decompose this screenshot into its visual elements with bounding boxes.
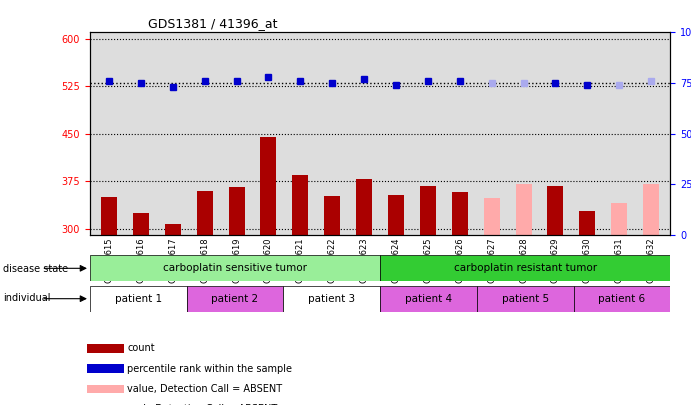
Bar bbox=[579, 211, 596, 235]
Text: patient 2: patient 2 bbox=[211, 294, 258, 304]
Bar bbox=[87, 385, 124, 393]
Text: disease state: disease state bbox=[3, 264, 68, 273]
Bar bbox=[197, 191, 213, 235]
Bar bbox=[87, 344, 124, 352]
Bar bbox=[452, 192, 468, 235]
Text: carboplatin sensitive tumor: carboplatin sensitive tumor bbox=[163, 263, 307, 273]
FancyBboxPatch shape bbox=[90, 286, 187, 312]
FancyBboxPatch shape bbox=[187, 286, 283, 312]
Bar bbox=[133, 213, 149, 235]
Text: percentile rank within the sample: percentile rank within the sample bbox=[127, 364, 292, 373]
Text: patient 6: patient 6 bbox=[598, 294, 645, 304]
Text: individual: individual bbox=[3, 294, 51, 303]
Bar bbox=[484, 198, 500, 235]
FancyBboxPatch shape bbox=[380, 255, 670, 281]
Bar bbox=[261, 137, 276, 235]
Text: patient 1: patient 1 bbox=[115, 294, 162, 304]
Bar bbox=[87, 364, 124, 373]
FancyBboxPatch shape bbox=[380, 286, 477, 312]
Text: count: count bbox=[127, 343, 155, 353]
Bar bbox=[515, 184, 531, 235]
FancyBboxPatch shape bbox=[477, 286, 574, 312]
Text: patient 5: patient 5 bbox=[502, 294, 549, 304]
Bar bbox=[643, 184, 659, 235]
Bar bbox=[356, 179, 372, 235]
Bar bbox=[164, 224, 181, 235]
FancyBboxPatch shape bbox=[90, 255, 380, 281]
Text: patient 4: patient 4 bbox=[405, 294, 452, 304]
Bar bbox=[292, 175, 308, 235]
Bar bbox=[229, 188, 245, 235]
Text: GDS1381 / 41396_at: GDS1381 / 41396_at bbox=[148, 17, 277, 30]
Text: patient 3: patient 3 bbox=[308, 294, 355, 304]
Text: rank, Detection Call = ABSENT: rank, Detection Call = ABSENT bbox=[127, 404, 278, 405]
Bar bbox=[101, 197, 117, 235]
FancyBboxPatch shape bbox=[283, 286, 380, 312]
Bar bbox=[420, 185, 436, 235]
FancyBboxPatch shape bbox=[574, 286, 670, 312]
Bar bbox=[388, 195, 404, 235]
Bar bbox=[612, 203, 627, 235]
Text: value, Detection Call = ABSENT: value, Detection Call = ABSENT bbox=[127, 384, 283, 394]
Bar bbox=[324, 196, 340, 235]
Bar bbox=[547, 185, 563, 235]
Text: carboplatin resistant tumor: carboplatin resistant tumor bbox=[453, 263, 597, 273]
